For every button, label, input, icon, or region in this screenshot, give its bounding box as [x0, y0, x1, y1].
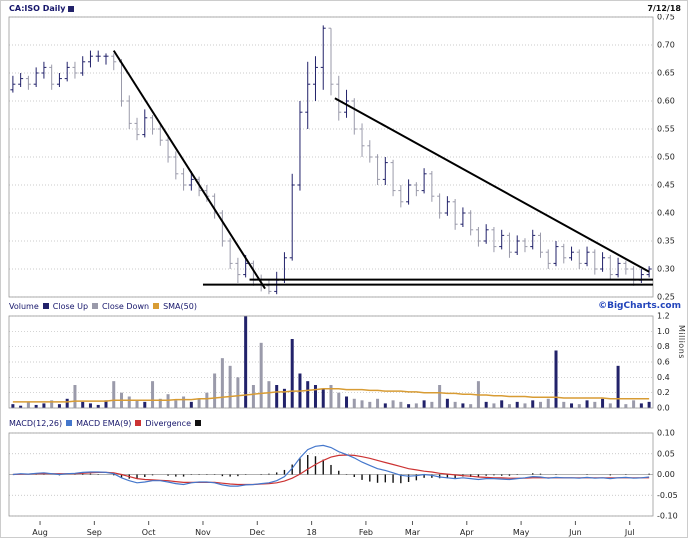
svg-text:Mar: Mar	[405, 528, 421, 537]
svg-text:0.65: 0.65	[657, 69, 675, 78]
svg-text:0.45: 0.45	[657, 181, 675, 190]
close-up-swatch	[42, 303, 49, 309]
chart-date: 7/12/18	[647, 4, 681, 13]
svg-text:0.25: 0.25	[657, 293, 675, 302]
macd-legend: MACD(12,26) MACD EMA(9) Divergence	[9, 418, 681, 428]
svg-text:Dec: Dec	[250, 528, 265, 537]
svg-text:0.2: 0.2	[657, 388, 670, 397]
volume-legend-title: Volume	[9, 301, 39, 311]
svg-text:1.2: 1.2	[657, 312, 670, 321]
svg-text:0.30: 0.30	[657, 265, 675, 274]
svg-text:0.10: 0.10	[657, 429, 675, 438]
close-down-swatch	[92, 303, 99, 309]
svg-text:Jul: Jul	[624, 528, 635, 537]
svg-text:18: 18	[307, 528, 317, 537]
symbol-title: CA:ISO Daily	[9, 4, 66, 13]
svg-text:Nov: Nov	[195, 528, 211, 537]
price-series-swatch	[68, 5, 75, 12]
divergence-label: Divergence	[145, 418, 191, 428]
svg-text:0.0: 0.0	[657, 404, 670, 412]
svg-text:Sep: Sep	[87, 528, 102, 537]
svg-text:0.6: 0.6	[657, 358, 670, 367]
svg-text:0.40: 0.40	[657, 209, 675, 218]
svg-text:0.55: 0.55	[657, 125, 675, 134]
svg-text:1.0: 1.0	[657, 327, 670, 336]
macd-title: MACD(12,26)	[9, 418, 63, 428]
macd-chart: 0.10 0.05 0.00 -0.05 -0.10	[8, 429, 678, 521]
svg-text:0.00: 0.00	[657, 470, 675, 479]
svg-text:0.35: 0.35	[657, 237, 675, 246]
price-chart: 0.75 0.70 0.65 0.60 0.55 0.50 0.45 0.40 0.35 0.30…	[8, 14, 675, 302]
divergence-swatch	[195, 420, 201, 426]
close-up-label: Close Up	[52, 301, 89, 311]
svg-text:0.4: 0.4	[657, 373, 670, 382]
macd-ema-label: MACD EMA(9)	[76, 418, 132, 428]
svg-text:0.8: 0.8	[657, 342, 670, 351]
svg-text:0.75: 0.75	[657, 14, 675, 22]
svg-text:Jun: Jun	[568, 528, 582, 537]
svg-text:0.70: 0.70	[657, 41, 675, 50]
svg-text:Oct: Oct	[142, 528, 156, 537]
svg-text:0.60: 0.60	[657, 97, 675, 106]
sma-swatch	[153, 303, 160, 309]
svg-text:-0.10: -0.10	[657, 512, 678, 521]
close-down-label: Close Down	[102, 301, 150, 311]
svg-text:-0.05: -0.05	[657, 491, 678, 500]
chart-header: CA:ISO Daily 7/12/18	[9, 3, 681, 14]
svg-text:Apr: Apr	[460, 528, 475, 537]
macd-ema-swatch	[135, 420, 142, 426]
sma-label: SMA(50)	[163, 301, 197, 311]
x-axis: Aug Sep Oct Nov Dec 18 Feb Mar Apr May Jun Jul	[32, 521, 635, 537]
svg-text:Aug: Aug	[32, 528, 48, 537]
volume-legend: Volume Close Up Close Down SMA(50) ©BigC…	[9, 301, 681, 311]
volume-chart: 1.2 1.0 0.8 0.6 0.4 0.2 0.0	[8, 312, 670, 412]
svg-text:May: May	[513, 528, 530, 537]
svg-text:0.05: 0.05	[657, 449, 675, 458]
svg-text:Feb: Feb	[359, 528, 373, 537]
volume-units-label: Millions	[677, 325, 686, 359]
macd-line-swatch	[66, 420, 73, 426]
svg-text:0.50: 0.50	[657, 153, 675, 162]
bigcharts-link[interactable]: ©BigCharts.com	[598, 301, 681, 311]
